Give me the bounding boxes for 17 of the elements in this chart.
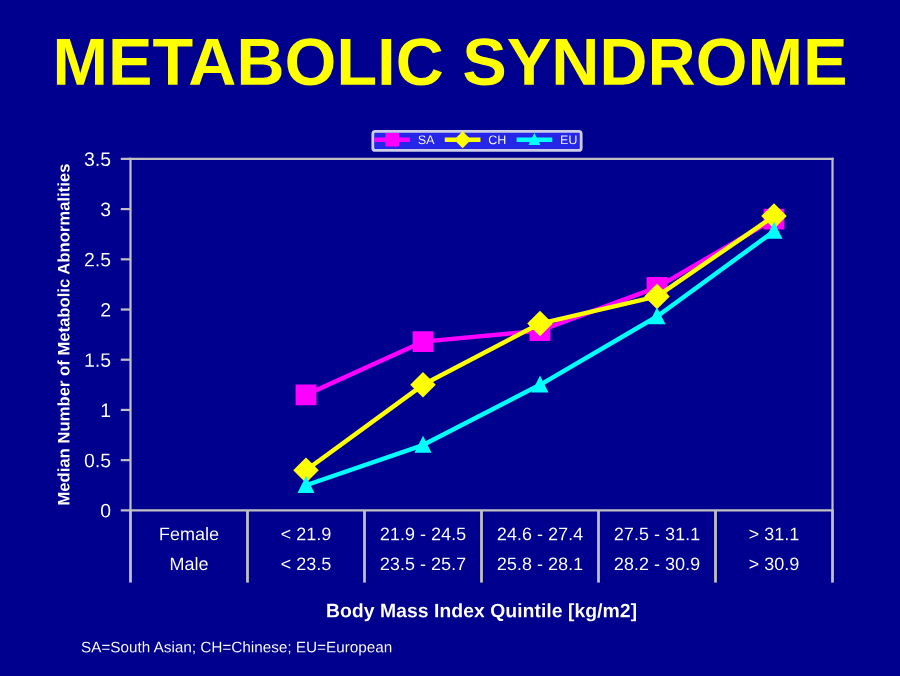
x-tick-label: Female Male [160, 527, 219, 571]
y-tick-label: 0.5 [84, 453, 111, 468]
x-tick-label: 24.6 - 27.4 25.8 - 28.1 [497, 527, 583, 571]
y-tick-label: 0 [101, 503, 111, 518]
chart-title: METABOLIC SYNDROME [56, 38, 845, 86]
y-tick-label: 2.5 [85, 252, 111, 267]
x-tick-label: < 21.9 < 23.5 [281, 527, 331, 571]
y-tick-label: 1 [101, 403, 111, 417]
y-tick-label: 1.5 [85, 353, 111, 367]
y-axis-title: Median Number of Metabolic Abnormalities [57, 164, 70, 505]
x-tick-label: 21.9 - 24.5 23.5 - 25.7 [380, 527, 466, 571]
x-tick-label: 27.5 - 31.1 28.2 - 30.9 [614, 527, 700, 571]
y-tick-label: 2 [101, 302, 111, 317]
x-axis-title: Body Mass Index Quintile [kg/m2] [327, 603, 636, 622]
x-tick-label: > 31.1 > 30.9 [749, 527, 799, 571]
y-tick-label: 3 [100, 202, 111, 217]
y-tick-label: 3.5 [84, 152, 111, 167]
